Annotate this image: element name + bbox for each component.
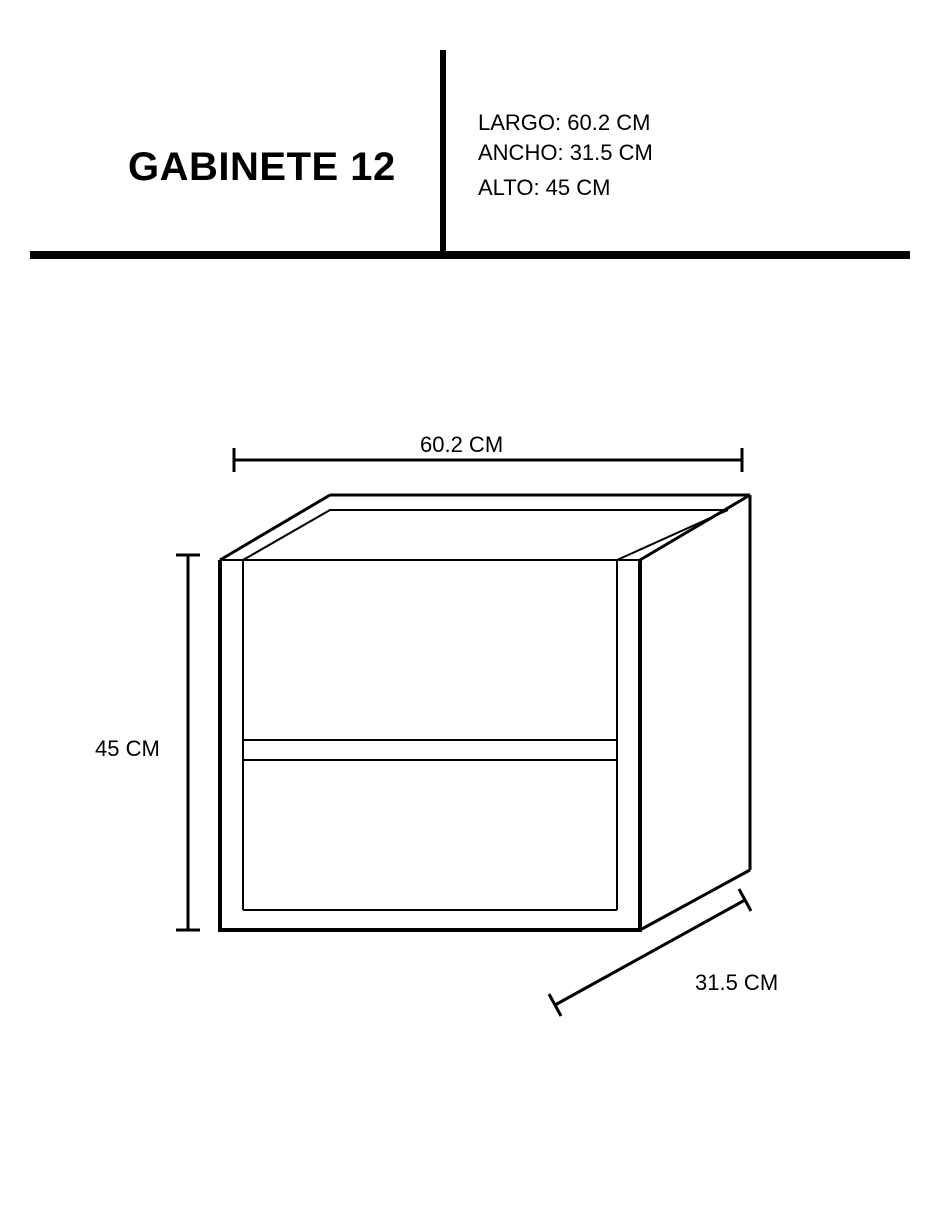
dim-depth-tick-2 [739,889,751,911]
dim-depth-line [555,900,745,1005]
dim-depth-tick-1 [549,994,561,1016]
spec-sheet: GABINETE 12 LARGO: 60.2 CM ANCHO: 31.5 C… [0,0,940,1215]
line-drawing [0,0,940,1215]
cabinet-icon [220,495,750,930]
